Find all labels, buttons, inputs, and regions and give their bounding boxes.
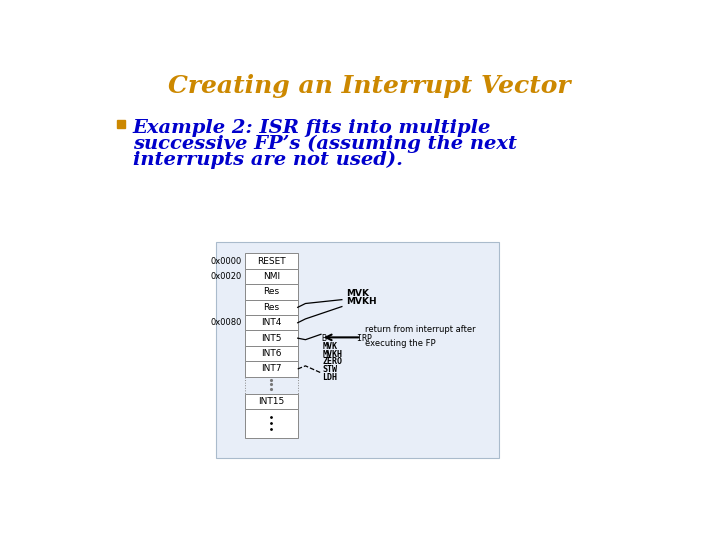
Text: successive FP’s (assuming the next: successive FP’s (assuming the next: [132, 135, 517, 153]
Text: interrupts are not used).: interrupts are not used).: [132, 151, 402, 170]
Text: RESET: RESET: [257, 256, 286, 266]
Text: INT7: INT7: [261, 364, 282, 374]
Bar: [245, 330, 297, 346]
Text: INT6: INT6: [261, 349, 282, 358]
Text: ZERO: ZERO: [323, 357, 343, 367]
Text: executing the FP: executing the FP: [365, 339, 436, 348]
Bar: [245, 300, 297, 315]
Text: MVKH: MVKH: [323, 350, 343, 359]
Text: INT5: INT5: [261, 334, 282, 343]
Text: INT4: INT4: [261, 318, 282, 327]
Bar: [245, 346, 297, 361]
Bar: [216, 242, 499, 457]
Bar: [245, 253, 297, 269]
Bar: [245, 394, 297, 409]
Text: B      IRP: B IRP: [323, 334, 372, 343]
Text: LDH: LDH: [323, 373, 338, 382]
Text: MVKH: MVKH: [346, 297, 377, 306]
Text: NMI: NMI: [263, 272, 280, 281]
Bar: [245, 409, 297, 438]
Text: Res: Res: [264, 287, 279, 296]
Text: Example 2: ISR fits into multiple: Example 2: ISR fits into multiple: [132, 119, 491, 137]
Text: Res: Res: [264, 303, 279, 312]
Text: INT15: INT15: [258, 397, 284, 406]
Text: MVK: MVK: [323, 342, 338, 351]
Bar: [245, 315, 297, 330]
Bar: [245, 284, 297, 300]
Text: 0x0080: 0x0080: [210, 318, 242, 327]
Bar: [245, 269, 297, 284]
Bar: [245, 361, 297, 377]
Text: STW: STW: [323, 365, 338, 374]
Text: 0x0000: 0x0000: [211, 256, 242, 266]
Text: MVK: MVK: [346, 289, 369, 298]
Text: return from interrupt after: return from interrupt after: [365, 325, 476, 334]
Text: Creating an Interrupt Vector: Creating an Interrupt Vector: [168, 74, 570, 98]
Text: 0x0020: 0x0020: [211, 272, 242, 281]
